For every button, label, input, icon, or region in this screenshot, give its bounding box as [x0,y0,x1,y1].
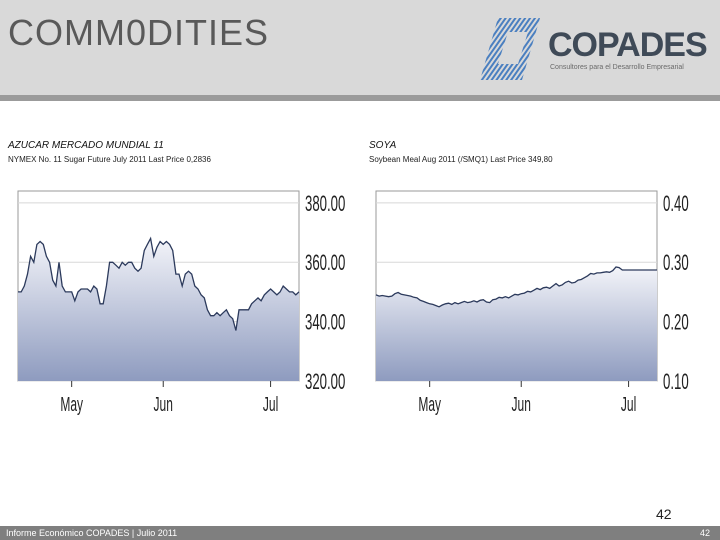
footer-page-number: 42 [700,528,711,538]
footer-bar [0,526,720,540]
company-logo: COPADES Consultores para el Desarrollo E… [478,14,708,84]
header-rule [0,95,720,101]
logo-cube-icon [480,18,540,80]
price-line [18,236,300,331]
price-area [18,238,299,381]
y-tick-label: 380.00 [305,191,345,215]
sugar-chart-subtitle: NYMEX No. 11 Sugar Future July 2011 Last… [8,155,211,164]
x-tick-label: May [60,394,83,416]
sugar-chart-title: AZUCAR MERCADO MUNDIAL 11 [8,140,164,151]
x-tick-label: Jul [621,394,636,416]
price-area [376,267,657,381]
y-tick-label: 340.00 [305,310,345,334]
y-tick-label: 0.20 [663,310,689,334]
slide-number: 42 [656,506,672,522]
page-title: COMM0DITIES [8,12,270,53]
soy-price-chart: May Jun Jul 0.40 0.30 0.20 0.10 [375,190,689,416]
footer-text: Informe Económico COPADES | Julio 2011 [6,528,178,538]
y-tick-label: 0.10 [663,370,689,394]
y-tick-label: 320.00 [305,370,345,394]
x-tick-label: May [418,394,441,416]
header-band [0,0,720,95]
logo-wordmark: COPADES [548,26,708,64]
y-tick-label: 0.30 [663,251,689,275]
x-tick-label: Jul [263,394,278,416]
x-tick-label: Jun [154,394,173,416]
y-tick-label: 360.00 [305,251,345,275]
sugar-price-chart: May Jun Jul 380.00 360.00 340.00 320.00 [17,190,345,416]
soy-chart-subtitle: Soybean Meal Aug 2011 (/SMQ1) Last Price… [369,155,553,164]
y-tick-label: 0.40 [663,191,689,215]
logo-tagline: Consultores para el Desarrollo Empresari… [550,64,684,71]
price-line [375,266,657,308]
soy-chart-title: SOYA [369,140,397,151]
x-tick-label: Jun [512,394,531,416]
